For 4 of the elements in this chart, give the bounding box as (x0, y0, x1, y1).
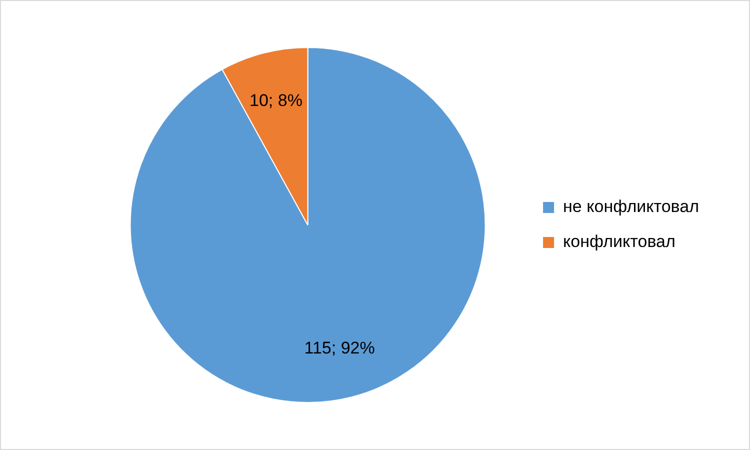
legend-label: не конфликтовал (563, 197, 700, 216)
data-label: 10; 8% (250, 90, 302, 110)
data-label: 115; 92% (304, 338, 375, 358)
legend-label: конфликтовал (563, 232, 676, 252)
